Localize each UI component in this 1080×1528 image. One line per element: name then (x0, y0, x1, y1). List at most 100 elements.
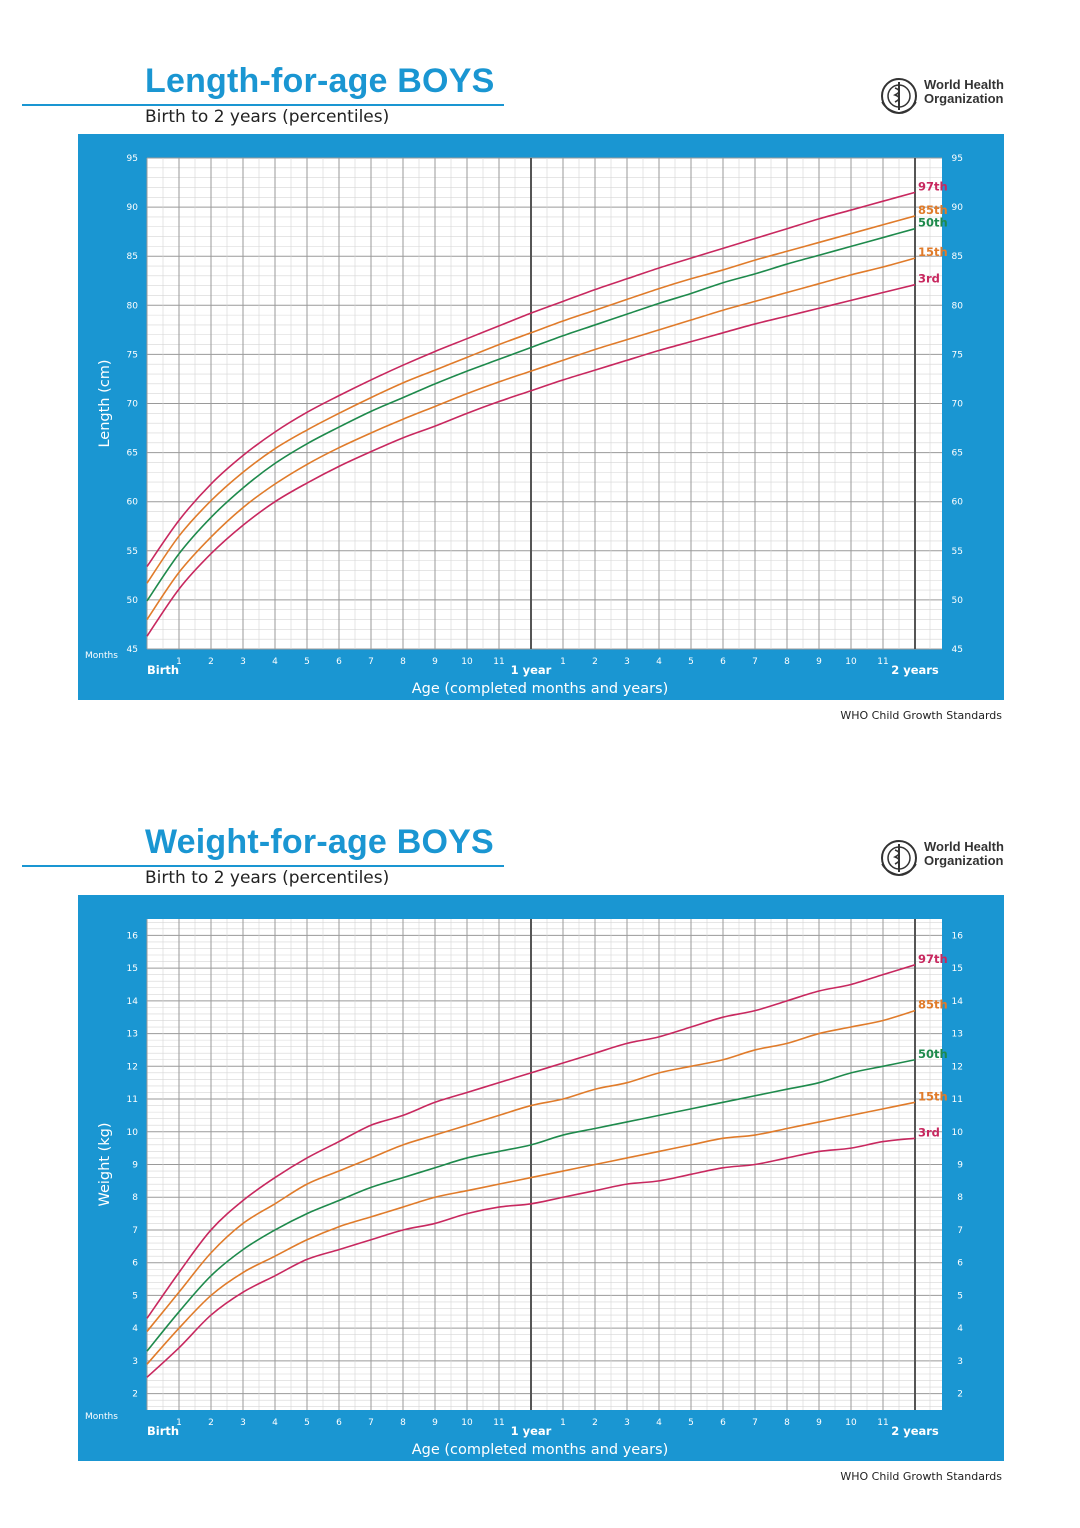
chart-title: Weight-for-age BOYS (145, 823, 494, 861)
y-tick-label-right: 10 (952, 1128, 964, 1138)
y-tick-label-right: 5 (957, 1291, 963, 1301)
series-line-50th (146, 227, 916, 602)
x-tick-label: 4 (656, 657, 662, 667)
series-label-50th: 50th (918, 216, 948, 230)
chart-title: Length-for-age BOYS (145, 62, 495, 100)
y-tick-label-left: 3 (132, 1357, 138, 1367)
x-tick-label: 3 (624, 1418, 630, 1428)
series-line-85th (146, 1009, 916, 1332)
x-tick-label: 2 (592, 1418, 598, 1428)
y-axis-title: Weight (kg) (97, 1122, 113, 1206)
series-label-85th: 85th (918, 203, 948, 217)
series-line-15th (146, 257, 916, 620)
x-tick-label: 1 year (511, 1424, 552, 1438)
x-axis-title: Age (completed months and years) (412, 681, 669, 697)
y-tick-label-right: 55 (952, 547, 963, 557)
series-label-3rd: 3rd (918, 272, 940, 286)
x-tick-label: 4 (272, 657, 278, 667)
y-tick-label-left: 11 (127, 1095, 138, 1105)
y-tick-label-right: 16 (952, 931, 964, 941)
y-tick-label-right: 12 (952, 1062, 963, 1072)
x-tick-label: 5 (304, 657, 310, 667)
y-tick-label-left: 90 (127, 203, 139, 213)
x-tick-label: 2 (592, 657, 598, 667)
x-tick-label: 6 (720, 657, 726, 667)
y-tick-label-left: 7 (132, 1226, 138, 1236)
y-tick-label-right: 13 (952, 1030, 963, 1040)
x-tick-label: 8 (400, 1418, 406, 1428)
x-tick-label: 11 (877, 657, 888, 667)
series-line-85th (146, 215, 916, 584)
y-tick-label-right: 8 (957, 1193, 963, 1203)
source-credit: WHO Child Growth Standards (840, 1470, 1002, 1483)
x-tick-label: Birth (147, 663, 179, 677)
series-label-97th: 97th (918, 179, 948, 193)
x-tick-label: 6 (336, 657, 342, 667)
x-tick-label: 5 (304, 1418, 310, 1428)
y-tick-label-right: 45 (952, 645, 963, 655)
y-tick-label-right: 65 (952, 449, 963, 459)
x-tick-label: 7 (368, 1418, 374, 1428)
y-tick-label-right: 80 (952, 301, 964, 311)
y-tick-label-left: 85 (127, 252, 138, 262)
x-axis-title: Age (completed months and years) (412, 1442, 669, 1458)
y-tick-label-left: 55 (127, 547, 138, 557)
x-tick-label: 10 (845, 657, 857, 667)
x-tick-label: 4 (656, 1418, 662, 1428)
y-tick-label-left: 70 (127, 400, 139, 410)
x-tick-label: 11 (493, 1418, 504, 1428)
x-tick-label: 3 (624, 657, 630, 667)
x-tick-label: 8 (784, 657, 790, 667)
x-tick-label: 4 (272, 1418, 278, 1428)
x-tick-label: 9 (816, 657, 822, 667)
x-tick-label: 1 (176, 1418, 182, 1428)
title-rule (22, 104, 504, 106)
y-tick-label-left: 65 (127, 449, 138, 459)
y-tick-label-left: 2 (132, 1390, 138, 1400)
y-tick-label-right: 70 (952, 400, 964, 410)
series-label-97th: 97th (918, 952, 948, 966)
series-label-3rd: 3rd (918, 1125, 940, 1139)
org-name-line2: Organization (924, 853, 1004, 868)
y-tick-label-left: 95 (127, 154, 138, 164)
y-tick-label-right: 7 (957, 1226, 963, 1236)
x-tick-label: 1 (560, 657, 566, 667)
x-tick-label: 10 (461, 657, 473, 667)
series-label-15th: 15th (918, 1089, 948, 1103)
y-tick-label-right: 9 (957, 1161, 963, 1171)
title-rule (22, 865, 504, 867)
x-tick-label: 2 years (891, 663, 939, 677)
who-logo: World Health Organization (878, 838, 1008, 878)
y-tick-label-right: 15 (952, 964, 963, 974)
x-tick-label: 11 (877, 1418, 888, 1428)
y-tick-label-left: 15 (127, 964, 138, 974)
x-tick-label: 5 (688, 657, 694, 667)
y-tick-label-left: 50 (127, 596, 139, 606)
y-axis-title: Length (cm) (97, 359, 113, 447)
y-tick-label-left: 10 (127, 1128, 139, 1138)
who-logo: World Health Organization (878, 76, 1008, 116)
x-tick-label: 7 (368, 657, 374, 667)
org-name-line2: Organization (924, 91, 1004, 106)
x-tick-label: 3 (240, 1418, 246, 1428)
chart-subtitle: Birth to 2 years (percentiles) (145, 868, 390, 888)
y-tick-label-right: 95 (952, 154, 963, 164)
org-name-line1: World Health (924, 77, 1004, 92)
x-tick-label: 10 (461, 1418, 473, 1428)
y-tick-label-left: 60 (127, 498, 139, 508)
gridlines (146, 919, 942, 1410)
x-tick-label: 9 (816, 1418, 822, 1428)
y-tick-label-left: 80 (127, 301, 139, 311)
y-tick-label-left: 16 (127, 931, 139, 941)
x-tick-label: 2 (208, 1418, 214, 1428)
x-tick-label: Birth (147, 1424, 179, 1438)
y-tick-label-left: 75 (127, 350, 138, 360)
y-tick-label-left: 4 (132, 1324, 138, 1334)
y-tick-label-left: 12 (127, 1062, 138, 1072)
x-tick-label: 7 (752, 657, 758, 667)
x-unit-label: Months (85, 651, 118, 661)
x-tick-label: 1 (560, 1418, 566, 1428)
series-label-50th: 50th (918, 1047, 948, 1061)
y-tick-label-right: 4 (957, 1324, 963, 1334)
